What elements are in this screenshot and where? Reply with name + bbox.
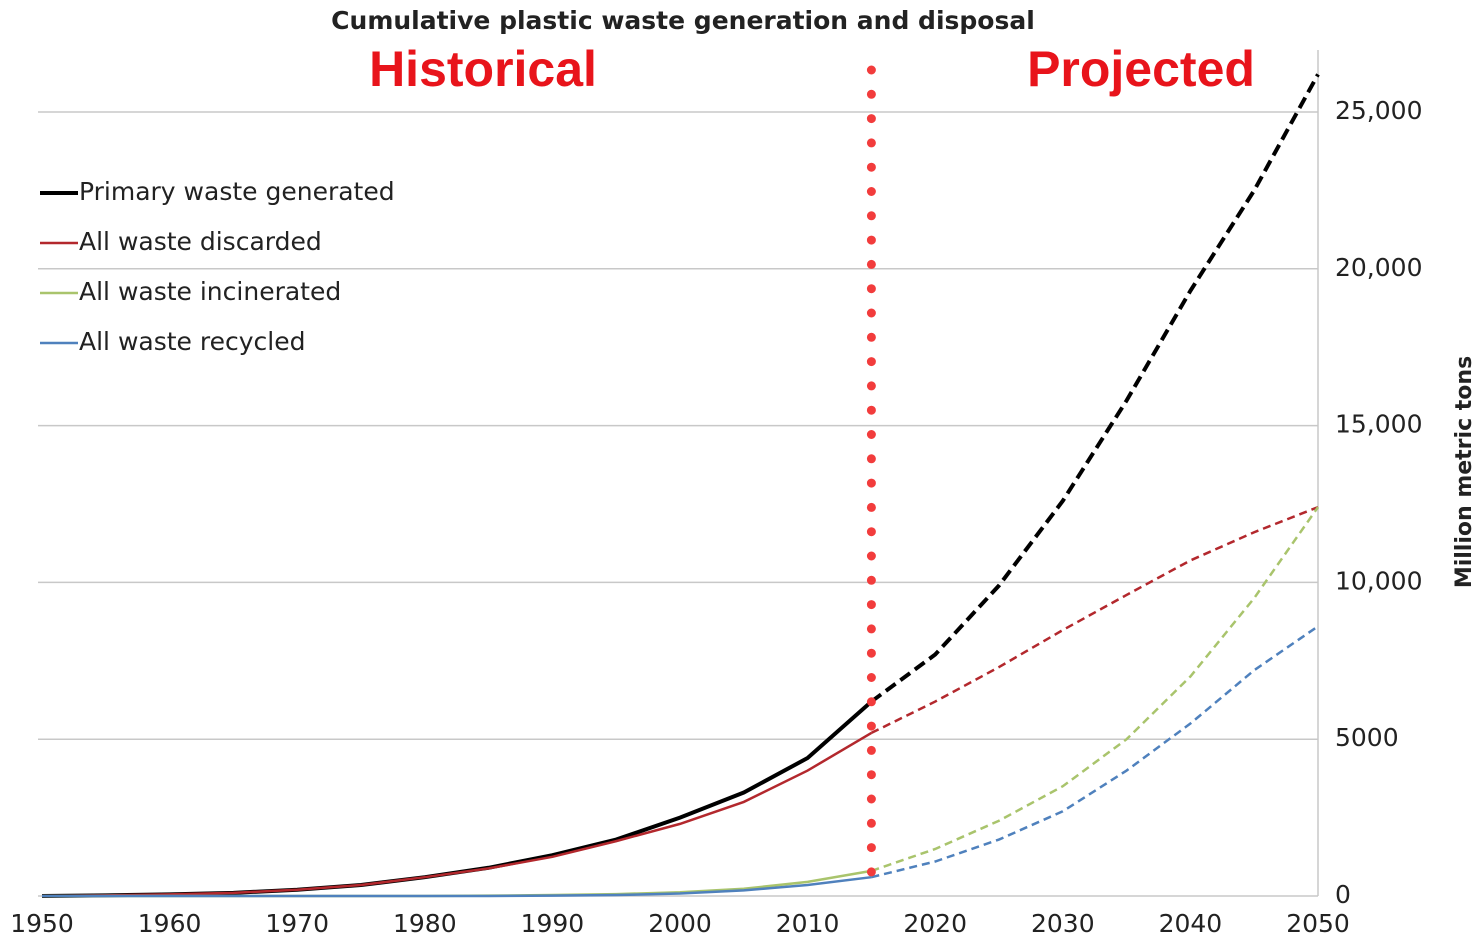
series-line-projected [870, 73, 1320, 704]
y-axis-label: Million metric tons [1452, 356, 1477, 588]
y-tick-label: 5000 [1335, 723, 1399, 752]
x-tick-label: 1950 [10, 909, 74, 938]
y-tick-label: 25,000 [1335, 96, 1422, 125]
x-tick-label: 2050 [1286, 909, 1350, 938]
annotation: Projected [1027, 41, 1255, 97]
x-tick-label: 2030 [1031, 909, 1095, 938]
x-tick-label: 2010 [776, 909, 840, 938]
series-line [42, 875, 872, 898]
x-tick-label: 1980 [393, 909, 457, 938]
legend-label: Primary waste generated [79, 177, 395, 206]
y-tick-label: 10,000 [1335, 566, 1422, 595]
series-line-projected [870, 506, 1320, 873]
y-tick-label: 0 [1335, 880, 1351, 909]
x-tick-label: 1970 [265, 909, 329, 938]
x-tick-label: 2040 [1159, 909, 1223, 938]
series-line [42, 869, 872, 898]
x-tick-label: 2020 [903, 909, 967, 938]
legend-label: All waste incinerated [79, 277, 341, 306]
annotation: Historical [369, 41, 597, 97]
series-line-projected [870, 505, 1319, 735]
series-line [41, 731, 873, 898]
x-tick-label: 2000 [648, 909, 712, 938]
x-tick-label: 1960 [138, 909, 202, 938]
series-line [41, 700, 873, 898]
chart-title: Cumulative plastic waste generation and … [331, 6, 1035, 35]
x-tick-label: 1990 [521, 909, 585, 938]
y-tick-label: 15,000 [1335, 410, 1422, 439]
legend-label: All waste discarded [79, 227, 322, 256]
legend-label: All waste recycled [79, 327, 305, 356]
y-tick-label: 20,000 [1335, 253, 1422, 282]
series-line-projected [871, 625, 1319, 879]
